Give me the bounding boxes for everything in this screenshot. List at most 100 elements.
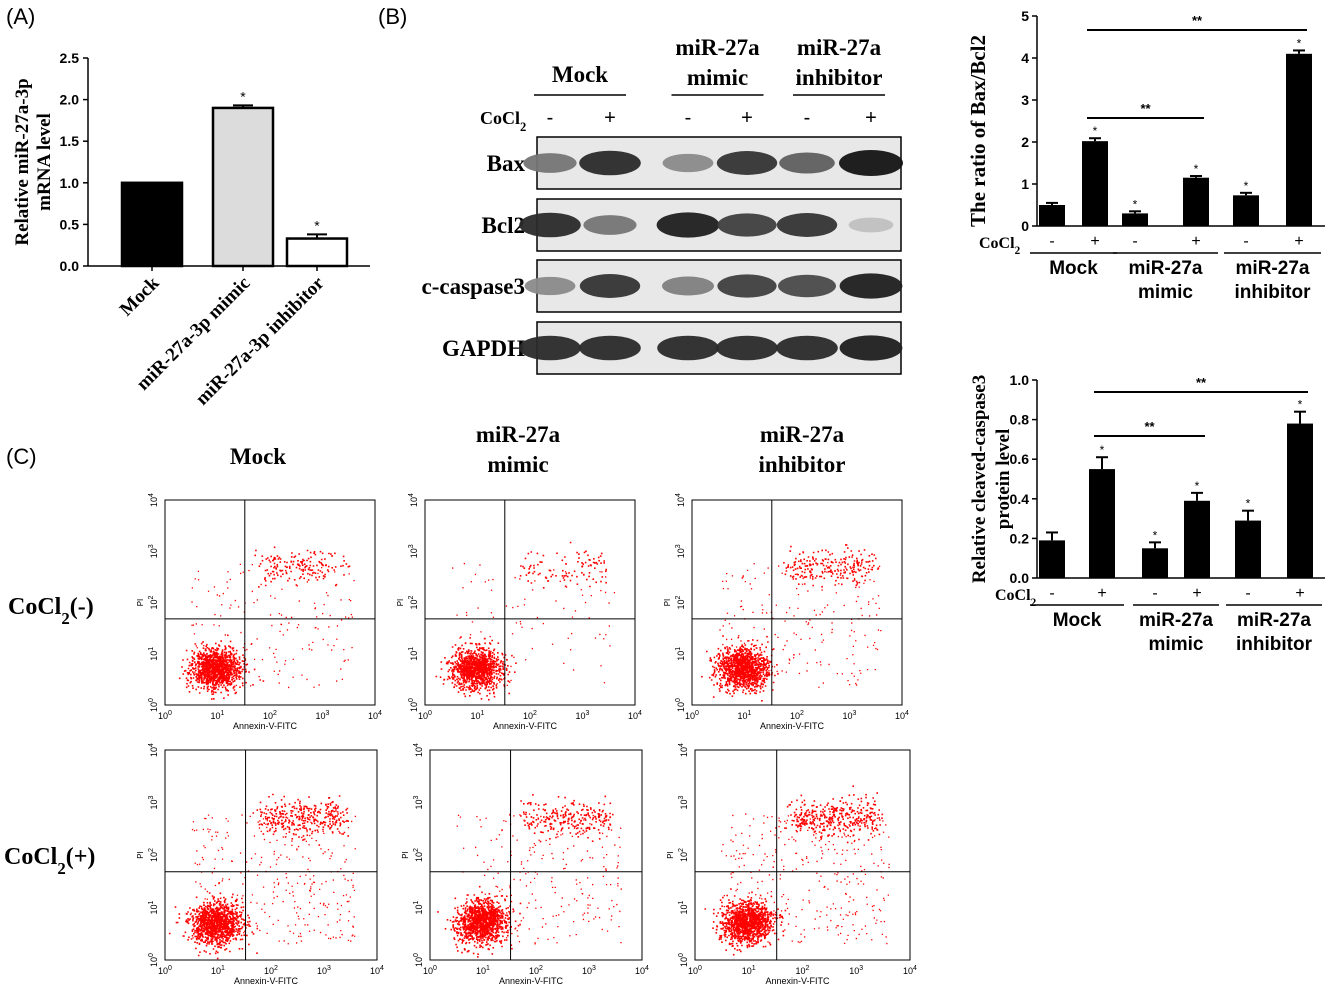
x-tick-label: 102 <box>790 710 804 721</box>
flow-dots <box>704 785 890 956</box>
x-tick-label: 101 <box>476 965 490 976</box>
group-label: miR-27a <box>1139 610 1213 631</box>
blot-band <box>839 273 903 299</box>
group-label: miR-27a <box>1237 610 1311 631</box>
y-tick-label: 100 <box>148 698 159 712</box>
bar <box>1286 53 1312 226</box>
bar-chart-bax-bcl2-ratio: 0 1 2 3 4 5 The ratio of Bax/Bcl2 - * + * - * + * - * + Co… <box>966 8 1325 303</box>
group-label: mimic <box>1149 634 1204 655</box>
bar <box>1082 141 1108 226</box>
panel-label-b: (B) <box>378 4 408 29</box>
x-axis-title: Annexin-V-FITC <box>765 976 830 986</box>
y-axis-title: PI <box>666 851 675 859</box>
flow-row-label: CoCl2(-) <box>8 594 94 628</box>
group-label: miR-27a <box>1236 258 1310 279</box>
x-tick-label: + <box>1097 585 1106 602</box>
y-tick-label: 104 <box>678 743 689 757</box>
bar <box>1142 548 1168 578</box>
significance-mark: * <box>1195 479 1200 493</box>
x-tick-label: 103 <box>576 710 590 721</box>
y-tick-label: 101 <box>408 647 419 661</box>
group-label: mimic <box>1138 282 1193 303</box>
blot-row-label: Bax <box>487 151 526 176</box>
blot-band <box>662 276 714 296</box>
blot-band <box>519 335 581 361</box>
significance-mark: * <box>1244 179 1249 193</box>
blot-cocl2-label: CoCl2 <box>480 108 526 134</box>
blot-group-label: inhibitor <box>796 65 883 90</box>
y-axis-title: The ratio of Bax/Bcl2 <box>966 35 990 227</box>
significance-mark: * <box>1153 528 1158 542</box>
y-axis-title: PI <box>396 599 405 607</box>
y-tick-label: 100 <box>148 953 159 967</box>
x-tick-label: 104 <box>635 965 649 976</box>
blot-band <box>776 335 838 361</box>
y-tick-label: 102 <box>148 595 159 609</box>
blot-lane-sign: + <box>604 107 616 129</box>
y-axis-title: PI <box>663 599 672 607</box>
y-tick-label: 101 <box>675 647 686 661</box>
x-tick-label: 101 <box>471 710 485 721</box>
bar <box>1233 195 1259 226</box>
x-axis-title: Annexin-V-FITC <box>499 976 564 986</box>
blot-band <box>579 335 641 361</box>
x-tick-label: 102 <box>529 965 543 976</box>
y-tick-label: 102 <box>148 848 159 862</box>
x-tick-label: 103 <box>582 965 596 976</box>
bar <box>120 181 184 268</box>
y-tick-label: 1.0 <box>60 175 80 191</box>
blot-row-label: Bcl2 <box>482 213 525 238</box>
blot-band <box>662 153 714 173</box>
y-tick-label: 103 <box>148 544 159 558</box>
x-tick-label: 103 <box>849 965 863 976</box>
bar <box>1122 213 1148 226</box>
x-axis-title: Annexin-V-FITC <box>234 976 299 986</box>
flow-dots <box>178 546 355 700</box>
y-tick-label: 101 <box>678 900 689 914</box>
y-tick-label: 100 <box>408 698 419 712</box>
y-tick-label: 101 <box>148 647 159 661</box>
y-tick-label: 1.5 <box>60 133 80 149</box>
x-tick-label: 104 <box>903 965 917 976</box>
x-tick-label: 104 <box>895 710 909 721</box>
blot-band <box>583 215 637 235</box>
x-tick-label: 103 <box>316 710 330 721</box>
flow-row-label: CoCl2(+) <box>4 844 95 878</box>
x-tick-label: + <box>1295 585 1304 602</box>
blot-band <box>839 335 903 361</box>
y-tick-label: 0.6 <box>1010 451 1030 467</box>
blot-lane-sign: - <box>804 107 811 129</box>
blot-lane-sign: + <box>741 107 753 129</box>
blot-band <box>524 276 576 296</box>
y-tick-label: 101 <box>148 900 159 914</box>
significance-mark: * <box>1246 497 1251 511</box>
cocl2-row-label: CoCl2 <box>995 587 1037 609</box>
x-tick-label: 101 <box>211 710 225 721</box>
x-tick-label: Mock <box>116 272 164 320</box>
y-tick-label: 1.0 <box>1010 372 1030 388</box>
blot-band <box>776 213 838 237</box>
flow-cytometry-panel: Mock miR-27a mimic miR-27a inhibitor CoCl2(-)… <box>4 422 917 986</box>
flow-column-title: mimic <box>487 452 548 477</box>
y-tick-label: 0 <box>1021 218 1029 234</box>
blot-row-label: GAPDH <box>442 336 525 361</box>
flow-column-title: Mock <box>230 444 286 469</box>
significance-mark: * <box>314 217 320 233</box>
blot-lane-sign: - <box>547 107 554 129</box>
y-tick-label: 4 <box>1021 50 1029 66</box>
y-tick-label: 0.0 <box>1010 570 1030 586</box>
y-tick-label: 5 <box>1021 8 1029 24</box>
y-tick-label: 104 <box>408 493 419 507</box>
y-tick-label: 1 <box>1021 176 1029 192</box>
x-axis-title: Annexin-V-FITC <box>760 721 825 731</box>
blot-band <box>839 150 903 176</box>
y-axis-title: protein level <box>993 429 1014 529</box>
x-tick-label: miR-27a-3p inhibitor <box>192 272 329 409</box>
blot-band <box>778 274 836 298</box>
y-tick-label: 104 <box>148 493 159 507</box>
x-tick-label: 100 <box>158 710 172 721</box>
